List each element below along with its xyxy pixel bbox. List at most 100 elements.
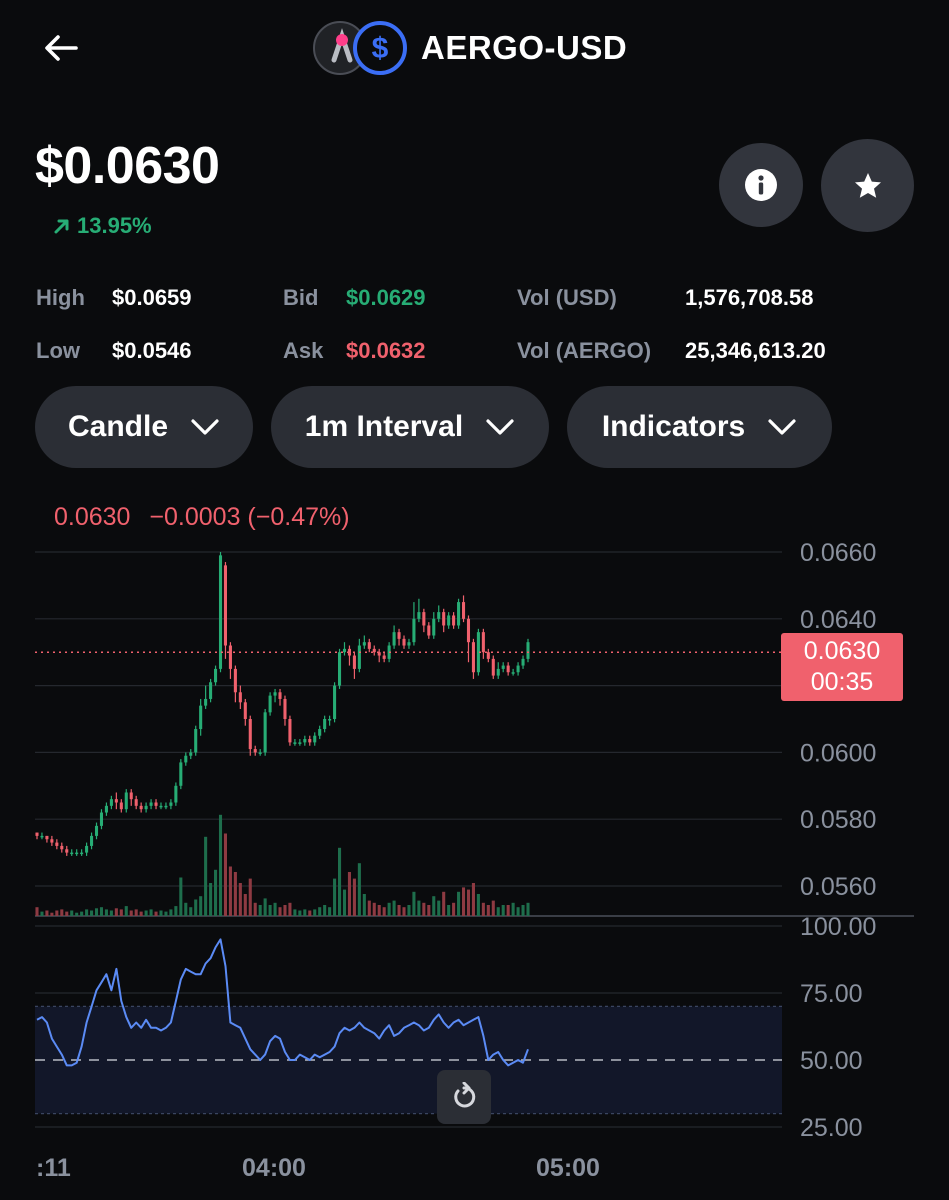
chart-type-label: Candle [67, 410, 169, 443]
candle-body [124, 792, 128, 810]
volume-bar [357, 863, 361, 916]
candle-body [278, 692, 282, 699]
candle-body [154, 802, 158, 806]
volume-bar [437, 900, 441, 916]
candle-body [228, 645, 232, 669]
candle-body [129, 792, 133, 800]
volume-bar [333, 878, 337, 916]
rsi-tick-label: 75.00 [800, 980, 863, 1008]
volume-bar [412, 891, 416, 916]
candle-body [407, 642, 411, 646]
candle-body [189, 752, 193, 756]
indicators-dropdown[interactable]: Indicators [567, 386, 832, 468]
volume-bar [422, 902, 426, 916]
chevron-down-icon [486, 419, 514, 435]
volume-bar [461, 887, 466, 916]
volume-bar [273, 902, 277, 916]
candle-body [35, 832, 39, 836]
volume-bar [447, 905, 451, 916]
time-tick-label: 04:00 [242, 1154, 306, 1182]
bid-label: Bid [283, 285, 319, 310]
volume-bar [496, 907, 500, 916]
back-button[interactable] [40, 28, 88, 68]
candle-body [253, 749, 257, 753]
candle-body [288, 719, 292, 743]
volume-bar [337, 847, 342, 916]
candle-body [94, 825, 99, 836]
candle-body [506, 665, 510, 673]
candle-body [243, 702, 247, 719]
chart-type-dropdown[interactable]: Candle [35, 386, 253, 468]
volume-bar [352, 878, 356, 916]
volume-bar [347, 872, 351, 916]
info-button[interactable] [719, 143, 803, 227]
price-tag-value: 0.0630 [803, 637, 881, 665]
candle-body [318, 729, 322, 736]
candle-body [199, 705, 203, 730]
price-tag-countdown: 00:35 [810, 668, 874, 696]
candle-body [209, 682, 213, 699]
time-tick-label: 05:00 [536, 1154, 600, 1182]
candle-body [333, 685, 337, 719]
volume-bar [486, 905, 490, 916]
volume-bar [223, 833, 228, 916]
candle-body [238, 692, 242, 703]
volume-bar [248, 878, 252, 916]
volume-bar [184, 902, 188, 916]
candle-body [437, 612, 441, 619]
volume-bar [85, 909, 89, 916]
candle-body [184, 755, 188, 763]
candle-body [372, 648, 376, 653]
candle-body [496, 668, 500, 676]
candle-body [149, 802, 153, 806]
volume-bar [154, 911, 158, 916]
candle-body [139, 805, 143, 810]
candle-body [362, 642, 366, 646]
rsi-indicator [36, 938, 529, 1067]
volume-bar [521, 905, 525, 916]
candle-body [283, 698, 287, 719]
volume-bar [94, 908, 99, 916]
volume-bar [243, 894, 247, 916]
volume-bar [258, 905, 262, 916]
candle-body [427, 625, 431, 636]
volume-bar [506, 905, 510, 916]
candle-body [432, 618, 436, 636]
volume-bar [481, 902, 485, 916]
candle-body [60, 845, 64, 850]
candle-body [501, 665, 505, 669]
volume-bar [417, 900, 421, 916]
candle-body [159, 805, 163, 808]
reset-chart-button[interactable] [437, 1070, 491, 1124]
candle-body [397, 632, 401, 639]
vol-aergo-label: Vol (AERGO) [517, 338, 652, 363]
rsi-tick-label: 100.00 [800, 913, 876, 941]
current-price-tag: 0.0630 00:35 [781, 633, 903, 701]
candle-body [65, 849, 69, 853]
interval-dropdown[interactable]: 1m Interval [271, 386, 549, 468]
candle-body [402, 638, 406, 646]
candle-body [377, 652, 381, 656]
candle-body [144, 805, 148, 810]
info-icon [745, 169, 777, 201]
volume-bar [283, 905, 287, 916]
volume-bar [189, 907, 193, 916]
volume-bar [119, 909, 123, 916]
candle-body [412, 618, 416, 643]
volume-bar [60, 909, 64, 916]
volume-bar [377, 905, 381, 916]
candle-body [521, 658, 525, 666]
candle-body [347, 648, 351, 656]
volume-bar [218, 814, 223, 916]
volume-bar [432, 896, 436, 916]
vol-usd-label: Vol (USD) [517, 285, 617, 310]
candles [35, 552, 782, 856]
rsi-tick-label: 25.00 [800, 1114, 863, 1142]
volume-bar [214, 869, 218, 916]
watchlist-star-button[interactable] [821, 139, 914, 232]
candle-body [194, 729, 198, 753]
candle-body [268, 695, 272, 713]
volume-bar [238, 883, 242, 916]
volume-bar [303, 909, 307, 916]
